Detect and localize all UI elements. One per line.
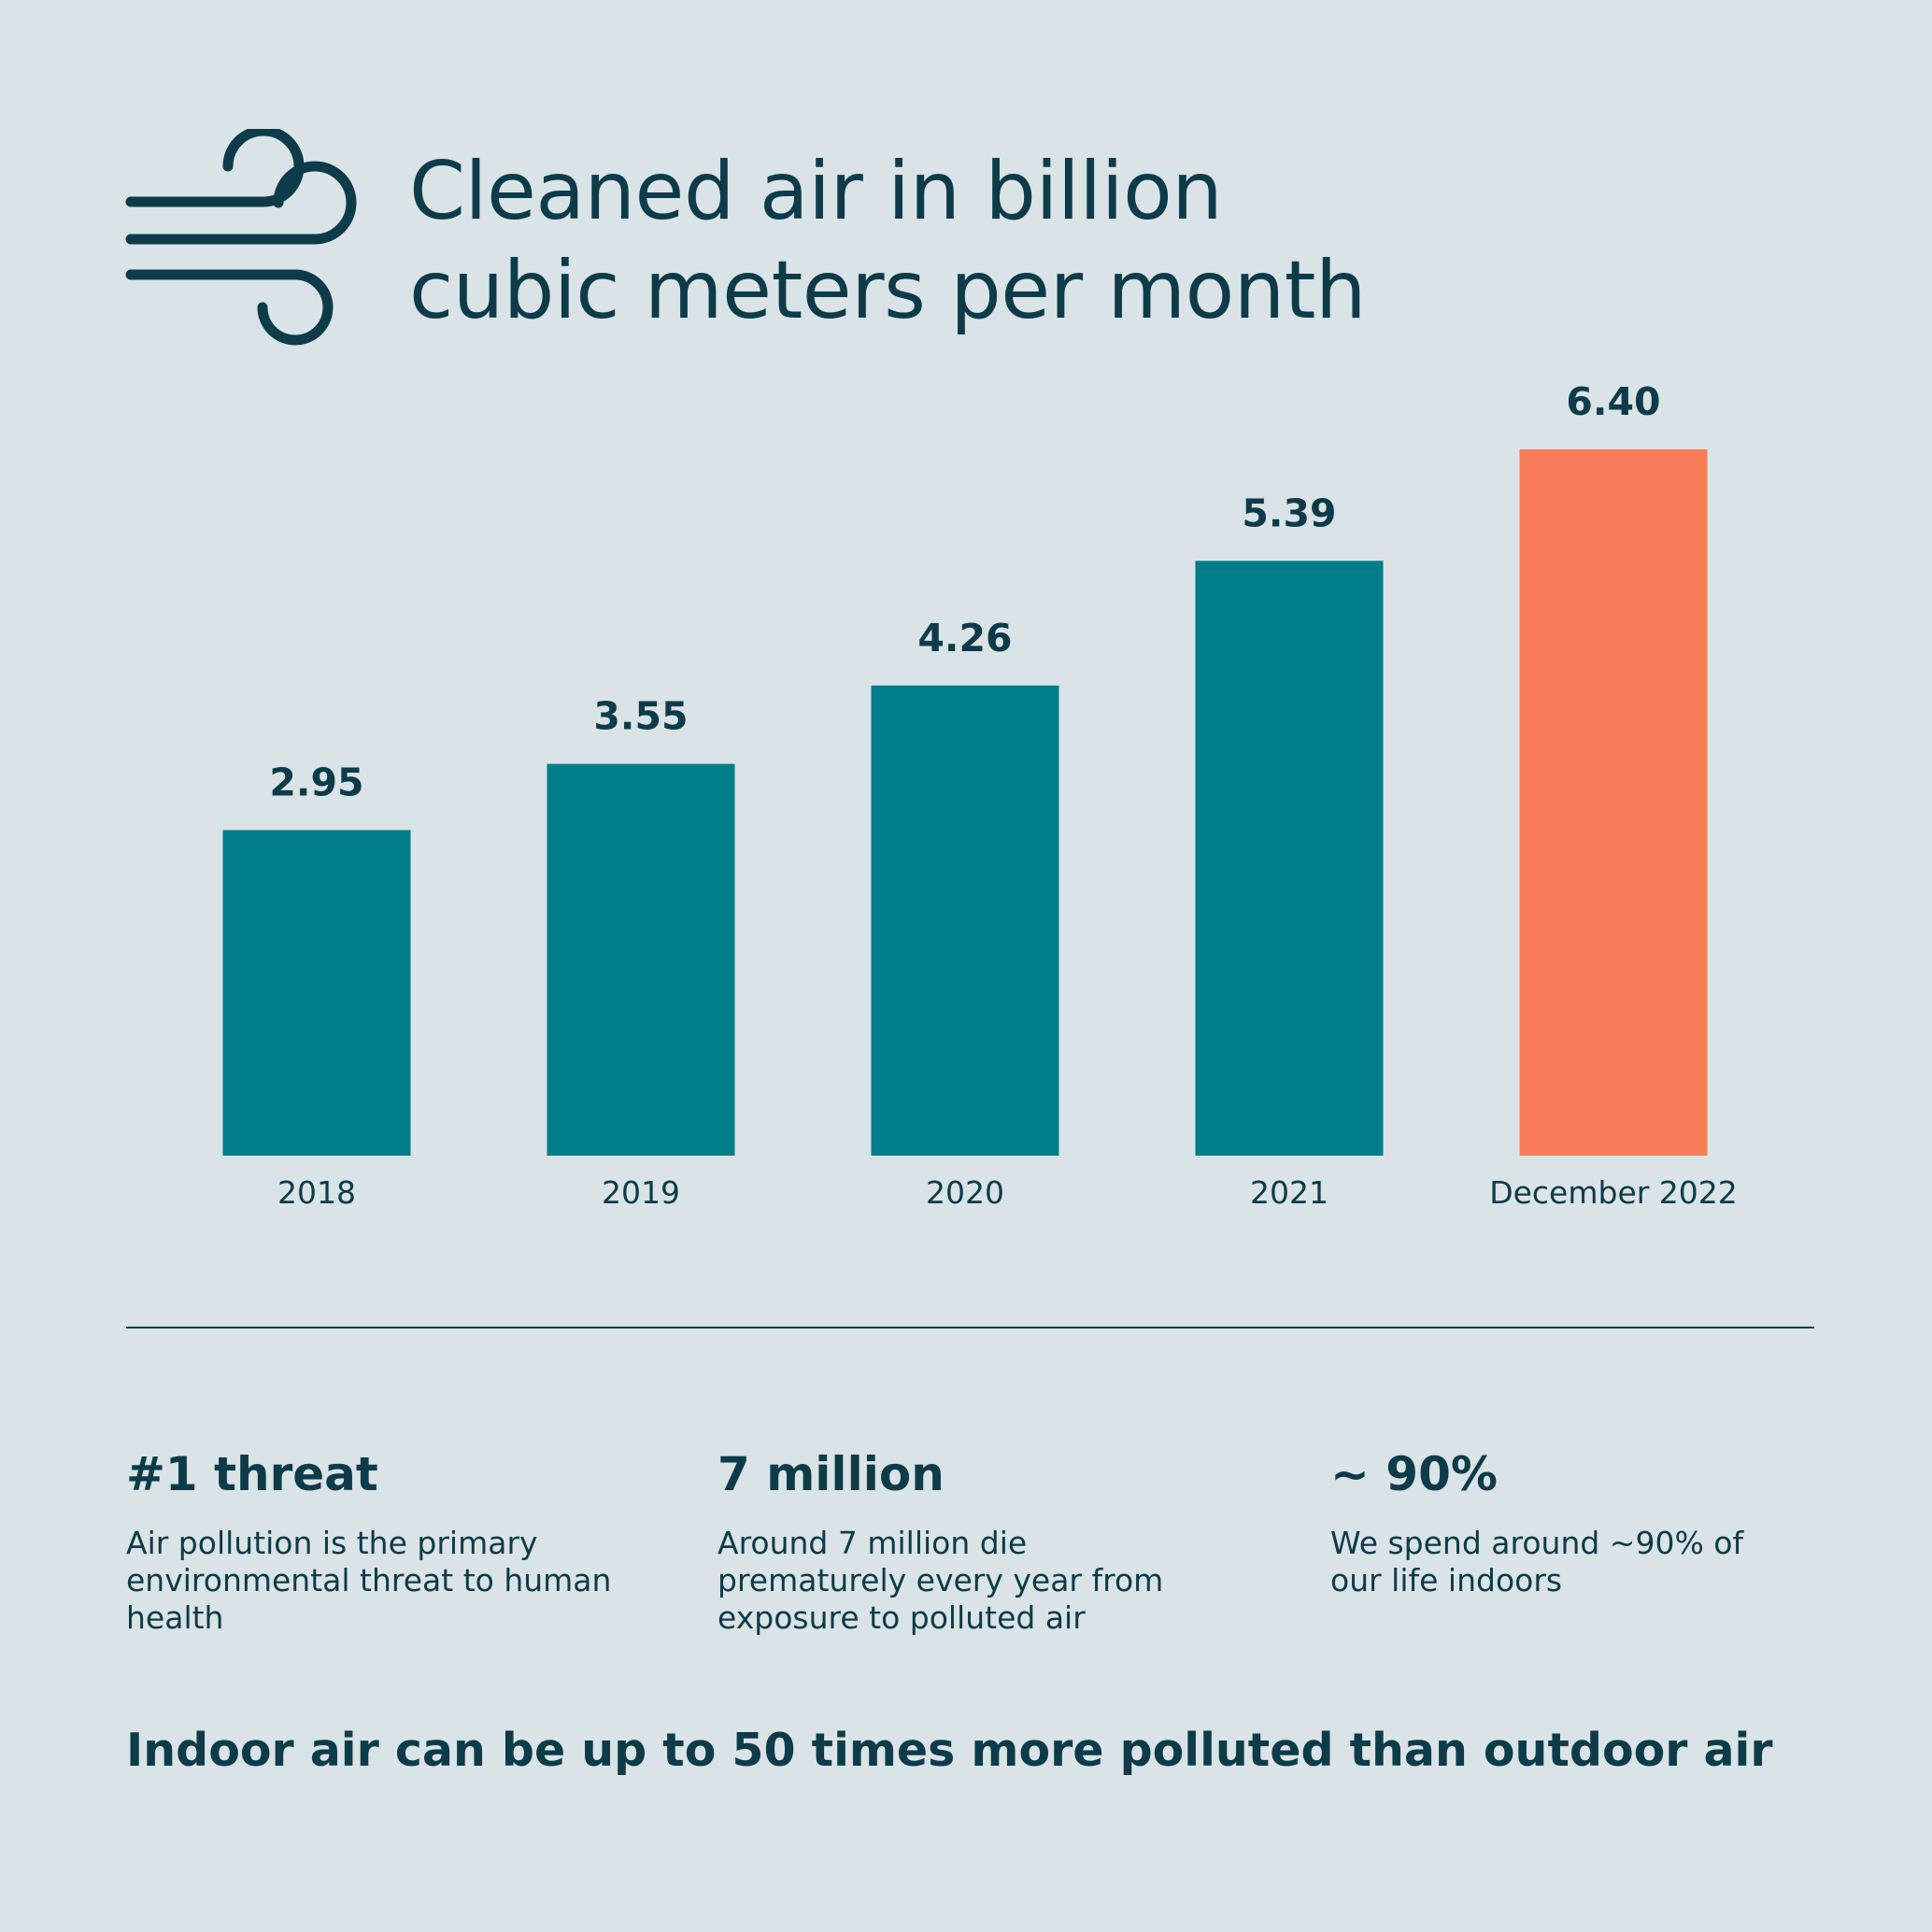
- bar-2018: [222, 830, 411, 1156]
- stat-deaths-headline: 7 million: [717, 1447, 945, 1501]
- stat-indoors: ~ 90% We spend around ~90% of our life i…: [1330, 1446, 1779, 1599]
- category-label-2021: 2021: [1250, 1174, 1328, 1211]
- stat-threat-text: Air pollution is the primary environment…: [126, 1525, 612, 1636]
- bar-2020: [871, 685, 1059, 1156]
- value-label-2018: 2.95: [269, 760, 363, 805]
- category-label-2019: 2019: [602, 1174, 680, 1211]
- bar-chart: 2.95 2018 3.55 2019 4.26 2020 5.39 2021 6.40 Dece…: [222, 379, 1738, 1211]
- wind-icon: [125, 129, 357, 346]
- category-label-december-2022: December 2022: [1489, 1174, 1738, 1211]
- stat-deaths-text: Around 7 million die prematurely every y…: [717, 1525, 1164, 1636]
- chart-title-line-2: cubic meters per month: [409, 244, 1367, 337]
- stat-indoors-text: We spend around ~90% of our life indoors: [1330, 1525, 1744, 1598]
- bar-2021: [1195, 561, 1384, 1156]
- chart-title: Cleaned air in billion cubic meters per …: [409, 142, 1367, 340]
- stat-deaths: 7 million Around 7 million die premature…: [717, 1446, 1203, 1637]
- footer-note: Indoor air can be up to 50 times more po…: [126, 1724, 1773, 1777]
- value-label-2021: 5.39: [1242, 490, 1336, 535]
- stat-threat: #1 threat Air pollution is the primary e…: [126, 1446, 612, 1637]
- chart-title-line-1: Cleaned air in billion: [409, 145, 1223, 238]
- category-label-2018: 2018: [277, 1174, 356, 1211]
- value-label-2020: 4.26: [917, 616, 1012, 661]
- bar-2019: [547, 763, 735, 1156]
- bar-december-2022: [1519, 449, 1708, 1156]
- value-label-2019: 3.55: [593, 694, 688, 739]
- category-label-2020: 2020: [926, 1174, 1004, 1211]
- value-label-december-2022: 6.40: [1566, 379, 1660, 424]
- stat-indoors-headline: ~ 90%: [1330, 1447, 1498, 1501]
- stat-threat-headline: #1 threat: [126, 1447, 378, 1501]
- section-divider: [126, 1327, 1814, 1328]
